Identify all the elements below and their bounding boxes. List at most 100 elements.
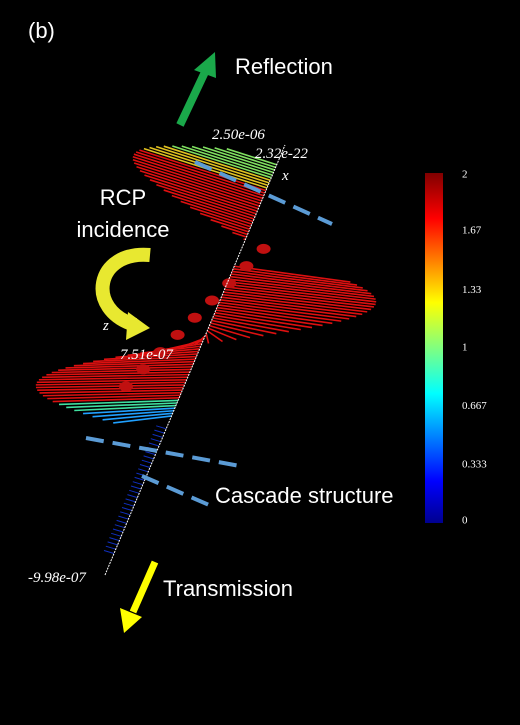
field-vector bbox=[215, 309, 323, 327]
colorbar-ticks: 2 1.67 1.33 1 0.667 0.333 0 bbox=[462, 169, 487, 527]
field-vector bbox=[125, 498, 136, 503]
field-vector bbox=[220, 299, 357, 318]
colorbar-tick-label: 1.33 bbox=[462, 284, 482, 296]
reflection-arrow bbox=[176, 52, 216, 127]
field-vector bbox=[133, 153, 265, 197]
field-vector bbox=[118, 515, 129, 520]
field-vector bbox=[212, 317, 289, 333]
field-vector bbox=[217, 304, 342, 322]
propagation-axis bbox=[104, 144, 286, 576]
field-vector bbox=[120, 511, 131, 516]
vector-field bbox=[35, 145, 377, 554]
field-vector bbox=[171, 194, 254, 223]
field-vector bbox=[113, 415, 172, 424]
colorbar-tick-label: 1.67 bbox=[462, 224, 482, 236]
field-vector bbox=[36, 378, 187, 384]
field-vector bbox=[37, 386, 184, 392]
field-vector bbox=[227, 280, 376, 300]
field-vector bbox=[231, 270, 363, 289]
transmission-label: Transmission bbox=[163, 576, 293, 601]
field-vector bbox=[191, 145, 274, 174]
field-swirl bbox=[222, 278, 237, 289]
field-vector bbox=[103, 353, 198, 361]
incidence-label: RCP bbox=[100, 185, 146, 210]
field-vector bbox=[114, 524, 125, 529]
field-vector bbox=[230, 273, 368, 292]
field-vector bbox=[150, 438, 161, 443]
field-vector bbox=[39, 389, 183, 394]
field-vector bbox=[136, 165, 260, 207]
field-vector bbox=[163, 145, 271, 182]
colorbar-tick-label: 0.333 bbox=[462, 458, 487, 470]
field-vector bbox=[107, 541, 118, 546]
field-vector bbox=[156, 184, 256, 218]
field-vector bbox=[210, 322, 264, 337]
field-vector bbox=[189, 206, 252, 228]
field-vector bbox=[199, 212, 250, 231]
field-vector bbox=[46, 371, 190, 376]
colorbar-tick-label: 0 bbox=[462, 515, 468, 527]
field-swirl bbox=[136, 364, 151, 375]
field-vector bbox=[116, 519, 127, 524]
field-vector bbox=[105, 545, 116, 550]
field-vector bbox=[206, 330, 223, 343]
axis-label: 7.51e-07 bbox=[120, 347, 174, 363]
field-vector bbox=[156, 425, 167, 430]
field-vector bbox=[42, 373, 189, 379]
field-vector bbox=[139, 169, 259, 210]
field-vector bbox=[221, 296, 363, 316]
field-vector bbox=[58, 399, 179, 406]
field-vector bbox=[163, 189, 255, 220]
field-vector bbox=[180, 200, 253, 225]
field-vector bbox=[221, 225, 248, 236]
field-vector bbox=[223, 291, 372, 311]
field-vector bbox=[140, 345, 201, 355]
field-vector bbox=[213, 314, 301, 331]
colorbar-tick-label: 2 bbox=[462, 169, 468, 181]
field-vector bbox=[210, 218, 249, 233]
field-swirl bbox=[256, 243, 271, 254]
field-vector bbox=[214, 311, 313, 329]
colorbar-tick-label: 0.667 bbox=[462, 400, 487, 412]
field-vector bbox=[138, 468, 149, 473]
field-vector bbox=[58, 366, 193, 371]
colorbar-tick-label: 1 bbox=[462, 342, 468, 354]
field-vector bbox=[47, 394, 181, 400]
field-vector bbox=[111, 532, 122, 537]
field-vector bbox=[226, 283, 377, 303]
field-vector bbox=[234, 265, 351, 283]
field-swirl bbox=[153, 347, 168, 358]
field-swirl bbox=[239, 261, 254, 272]
field-vector bbox=[132, 481, 143, 486]
field-vector bbox=[121, 507, 133, 511]
field-vector bbox=[214, 147, 276, 169]
field-vector bbox=[112, 528, 124, 533]
field-swirl bbox=[205, 295, 219, 306]
reflection-label: Reflection bbox=[235, 54, 333, 79]
field-vector bbox=[172, 145, 272, 179]
field-vector bbox=[232, 231, 247, 238]
field-vector bbox=[38, 376, 188, 381]
field-vector bbox=[143, 455, 154, 460]
field-vector bbox=[141, 459, 152, 464]
field-vector bbox=[211, 319, 277, 335]
field-vector bbox=[233, 268, 358, 286]
field-vector bbox=[205, 333, 210, 344]
field-vector bbox=[209, 324, 251, 339]
axis-label: x bbox=[281, 168, 289, 184]
field-vector bbox=[208, 327, 237, 341]
field-vector bbox=[152, 433, 163, 438]
axis-label: -9.98e-07 bbox=[28, 570, 87, 586]
field-vector bbox=[83, 358, 196, 365]
field-vector bbox=[132, 158, 262, 202]
field-vector bbox=[202, 146, 275, 171]
field-vector bbox=[42, 391, 182, 397]
field-vector bbox=[134, 476, 145, 481]
field-vector bbox=[52, 397, 180, 403]
field-vector bbox=[74, 404, 176, 412]
incidence-label: incidence bbox=[77, 217, 170, 242]
field-vector bbox=[216, 306, 333, 325]
field-vector bbox=[226, 148, 277, 166]
field-vector bbox=[229, 275, 372, 295]
